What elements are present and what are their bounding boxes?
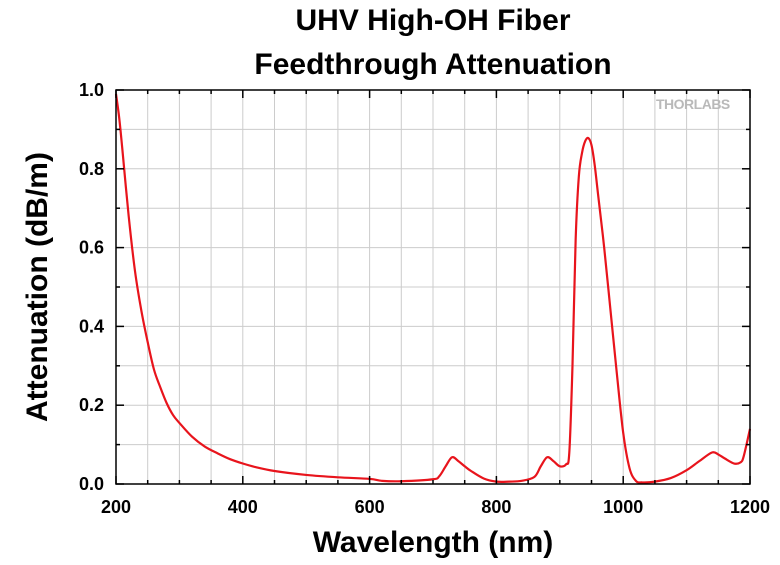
x-tick-label: 1200: [730, 497, 770, 517]
x-tick-label: 400: [228, 497, 258, 517]
y-tick-label: 0.4: [79, 316, 104, 336]
chart-subtitle: Feedthrough Attenuation: [254, 48, 612, 81]
attenuation-series-line: [114, 93, 752, 484]
y-tick-label: 0.2: [79, 395, 104, 415]
thorlabs-watermark-logo: THORLABS: [656, 96, 730, 112]
x-tick-label: 800: [481, 497, 511, 517]
x-tick-label: 600: [355, 497, 385, 517]
y-tick-label: 0.0: [79, 474, 104, 494]
x-tick-labels: 200 400 600 800 1000 1200: [101, 497, 770, 517]
x-axis-label: Wavelength (nm): [312, 526, 554, 559]
series-layer: [114, 93, 752, 484]
grid: [116, 89, 750, 484]
y-tick-label: 0.6: [79, 238, 104, 258]
chart-title: UHV High-OH Fiber: [295, 4, 571, 37]
ticks: [115, 89, 751, 485]
y-axis-label: Attenuation (dB/m): [21, 152, 54, 422]
y-tick-label: 0.8: [79, 159, 104, 179]
x-tick-label: 1000: [603, 497, 643, 517]
y-tick-labels: 0.0 0.2 0.4 0.6 0.8 1.0: [79, 80, 104, 494]
y-tick-label: 1.0: [79, 80, 104, 100]
x-tick-label: 200: [101, 497, 131, 517]
